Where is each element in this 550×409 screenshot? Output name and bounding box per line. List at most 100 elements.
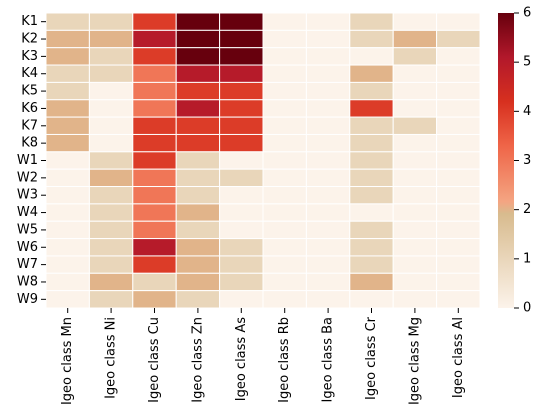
- heatmap-cell: [219, 186, 264, 205]
- heatmap-cell: [45, 186, 90, 205]
- heatmap-cell: [88, 29, 134, 49]
- heatmap-cell: [45, 272, 90, 292]
- heatmap-cell: [175, 133, 221, 153]
- heatmap-cell: [175, 255, 221, 274]
- heatmap-cell: [132, 64, 177, 83]
- heatmap-cell: [88, 238, 134, 257]
- heatmap-cell: [88, 151, 134, 170]
- heatmap-cell: [45, 255, 90, 274]
- heatmap-cell: [45, 81, 90, 101]
- heatmap-cell: [305, 29, 351, 49]
- heatmap-cell: [132, 290, 177, 309]
- heatmap-cell: [305, 290, 351, 309]
- heatmap-cell: [219, 29, 264, 49]
- heatmap-cell: [175, 116, 221, 135]
- heatmap-cell: [88, 12, 134, 31]
- heatmap-cell: [219, 238, 264, 257]
- heatmap-cell: [132, 203, 177, 222]
- heatmap-cell: [175, 47, 221, 66]
- heatmap-cell: [392, 81, 438, 101]
- heatmap-cell: [132, 12, 177, 31]
- heatmap-cell: [436, 290, 481, 309]
- heatmap-cell: [262, 81, 307, 101]
- heatmap-cell: [349, 220, 394, 240]
- column-label: Igeo class Cu: [147, 317, 162, 403]
- heatmap-cell: [45, 238, 90, 257]
- column-labels: Igeo class Mn Igeo class Ni Igeo class Cu I…: [60, 308, 466, 405]
- heatmap-cell: [349, 255, 394, 274]
- heatmap-cell: [262, 151, 307, 170]
- heatmap-cell: [45, 47, 90, 66]
- heatmap-cell: [175, 81, 221, 101]
- heatmap-cell: [262, 116, 307, 135]
- heatmap-cell: [349, 81, 394, 101]
- row-label: K1: [21, 14, 38, 29]
- heatmap-cell: [436, 203, 481, 222]
- heatmap-cell: [305, 151, 351, 170]
- colorbar-tick-label: 4: [523, 104, 531, 119]
- heatmap-cell: [305, 255, 351, 274]
- heatmap-cell: [219, 272, 264, 292]
- row-label: W2: [17, 170, 38, 185]
- heatmap-cell: [132, 272, 177, 292]
- heatmap-cell: [132, 255, 177, 274]
- heatmap-cell: [349, 64, 394, 83]
- heatmap-cell: [436, 47, 481, 66]
- heatmap-cell: [45, 203, 90, 222]
- heatmap-cell: [132, 186, 177, 205]
- heatmap-cell: [132, 116, 177, 135]
- heatmap-cell: [88, 99, 134, 118]
- heatmap-cell: [132, 168, 177, 188]
- heatmap-cell: [349, 151, 394, 170]
- heatmap-cell: [219, 47, 264, 66]
- heatmap-cells: [45, 12, 481, 309]
- heatmap-cell: [132, 220, 177, 240]
- heatmap-cell: [392, 290, 438, 309]
- row-label: W8: [17, 274, 38, 289]
- heatmap-cell: [305, 133, 351, 153]
- heatmap-cell: [392, 220, 438, 240]
- column-label: Igeo class Cr: [364, 316, 379, 400]
- heatmap-cell: [349, 133, 394, 153]
- heatmap-cell: [88, 116, 134, 135]
- heatmap-cell: [436, 133, 481, 153]
- heatmap-cell: [305, 99, 351, 118]
- heatmap-cell: [132, 238, 177, 257]
- row-label: W5: [17, 222, 38, 237]
- row-label: K3: [21, 49, 38, 64]
- heatmap-cell: [392, 186, 438, 205]
- heatmap-cell: [262, 133, 307, 153]
- heatmap-cell: [392, 12, 438, 31]
- heatmap-cell: [88, 220, 134, 240]
- heatmap-cell: [219, 255, 264, 274]
- heatmap-cell: [175, 238, 221, 257]
- heatmap-cell: [392, 168, 438, 188]
- heatmap-cell: [436, 238, 481, 257]
- heatmap-cell: [262, 203, 307, 222]
- heatmap-cell: [262, 12, 307, 31]
- column-label: Igeo class Zn: [190, 317, 205, 403]
- heatmap-cell: [88, 168, 134, 188]
- heatmap-cell: [262, 220, 307, 240]
- heatmap-cell: [262, 29, 307, 49]
- heatmap-cell: [262, 255, 307, 274]
- heatmap-cell: [175, 99, 221, 118]
- heatmap-cell: [349, 238, 394, 257]
- heatmap-cell: [262, 290, 307, 309]
- row-label: K8: [21, 136, 38, 151]
- heatmap-cell: [219, 220, 264, 240]
- heatmap-cell: [45, 99, 90, 118]
- heatmap-cell: [175, 272, 221, 292]
- row-label: W7: [17, 257, 38, 272]
- heatmap-cell: [349, 186, 394, 205]
- heatmap-cell: [392, 272, 438, 292]
- heatmap-cell: [262, 186, 307, 205]
- column-label: Igeo class Ni: [104, 317, 119, 399]
- heatmap-cell: [175, 64, 221, 83]
- heatmap-cell: [349, 116, 394, 135]
- row-label: W1: [17, 153, 38, 168]
- heatmap-cell: [219, 133, 264, 153]
- column-label: Igeo class Mg: [407, 317, 422, 405]
- heatmap-cell: [219, 64, 264, 83]
